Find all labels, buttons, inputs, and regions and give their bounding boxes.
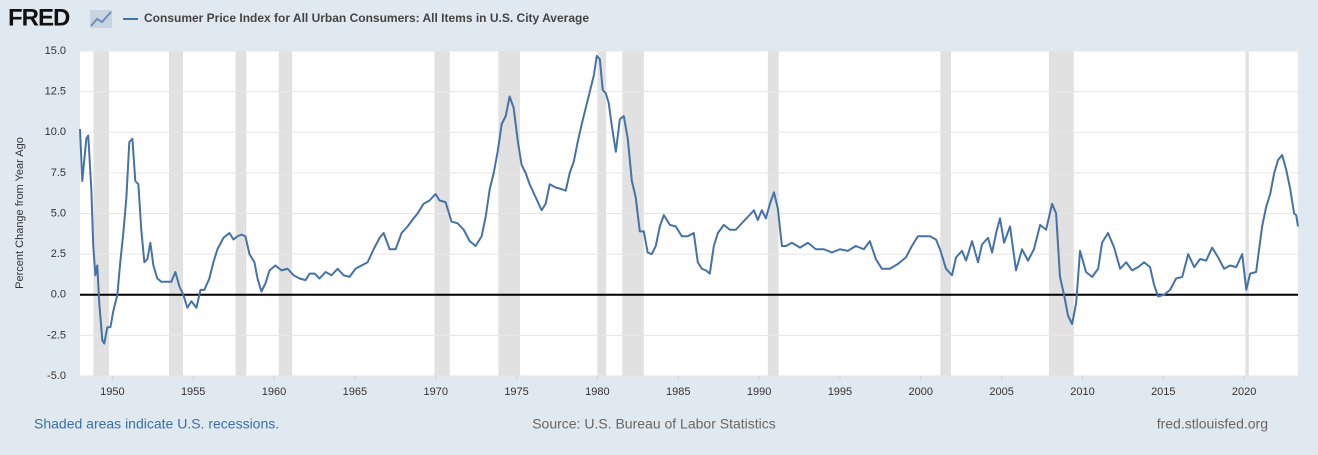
x-tick-label: 1995 [828, 386, 852, 398]
x-tick-label: 2015 [1151, 386, 1175, 398]
y-tick-label: 0.0 [51, 289, 66, 301]
x-tick-label: 2010 [1070, 386, 1094, 398]
x-tick-label: 1975 [504, 386, 528, 398]
x-tick-label: 1990 [747, 386, 771, 398]
plot: -5.0 -2.5 0.0 2.5 5.0 7.5 10.0 12.5 15.0 1950 1955… [45, 45, 1299, 398]
y-tick-label: 15.0 [45, 45, 66, 57]
legend-label: Consumer Price Index for All Urban Consu… [144, 11, 589, 25]
x-tick-label: 1985 [666, 386, 690, 398]
x-tick-label: 1970 [423, 386, 447, 398]
x-tick-label: 1960 [262, 386, 286, 398]
x-tick-label: 2000 [909, 386, 933, 398]
logo: FRED [8, 4, 70, 31]
y-tick-label: 10.0 [45, 126, 66, 138]
y-tick-label: 12.5 [45, 86, 66, 98]
series-line [79, 54, 1299, 345]
x-tick-label: 1955 [181, 386, 205, 398]
x-tick-label: 1965 [343, 386, 367, 398]
x-tick-label: 2005 [989, 386, 1013, 398]
y-tick-label: 7.5 [51, 167, 66, 179]
site-url: fred.stlouisfed.org [1157, 416, 1268, 432]
x-tick-label: 1950 [100, 386, 124, 398]
logo-icon [90, 10, 112, 28]
y-tick-label: -5.0 [47, 370, 66, 382]
source: Source: U.S. Bureau of Labor Statistics [532, 416, 776, 432]
y-axis-label: Percent Change from Year Ago [14, 137, 26, 289]
y-tick-label: -2.5 [47, 329, 66, 341]
x-tick-label: 1980 [585, 386, 609, 398]
y-tick-label: 2.5 [51, 248, 66, 260]
y-tick-label: 5.0 [51, 207, 66, 219]
x-tick-label: 2020 [1232, 386, 1256, 398]
footer-note: Shaded areas indicate U.S. recessions. [34, 416, 279, 432]
